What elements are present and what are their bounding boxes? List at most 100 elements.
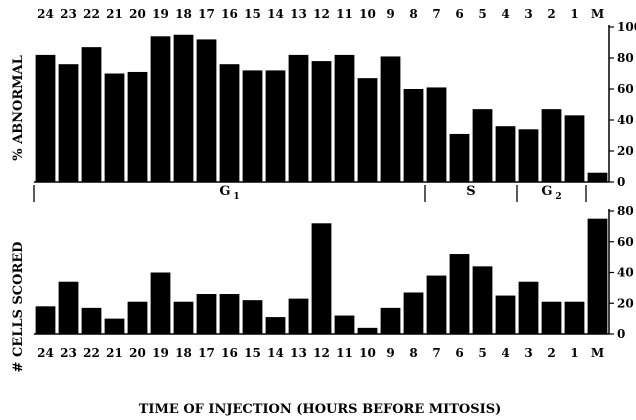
bar xyxy=(334,315,355,334)
x-tick-label: 12 xyxy=(313,7,330,21)
bar xyxy=(518,129,539,182)
bar xyxy=(288,54,309,182)
x-tick-label: 9 xyxy=(386,7,394,21)
y-tick-label: 80 xyxy=(617,51,634,65)
y-tick-label: 0 xyxy=(617,327,625,341)
x-tick-label: 4 xyxy=(501,346,509,360)
x-tick-label: 12 xyxy=(313,346,330,360)
bar xyxy=(58,281,79,334)
x-tick-label: 10 xyxy=(359,7,376,21)
y-tick-label: 20 xyxy=(617,144,634,158)
x-tick-label: 17 xyxy=(198,7,215,21)
bar xyxy=(127,71,148,182)
phase-subscript: 1 xyxy=(233,192,239,202)
x-tick-label: 24 xyxy=(37,7,54,21)
x-tick-label: 18 xyxy=(175,346,192,360)
x-tick-label: 18 xyxy=(175,7,192,21)
bar xyxy=(81,307,102,334)
abnormal-percentage-chart: 0204060801002423222120191817161514131211… xyxy=(34,7,636,189)
x-tick-label: M xyxy=(591,346,604,360)
bar xyxy=(242,70,263,182)
x-tick-label: 23 xyxy=(60,7,77,21)
bar xyxy=(35,306,56,334)
bar xyxy=(288,298,309,334)
bar xyxy=(311,61,332,182)
bar xyxy=(104,73,125,182)
bar xyxy=(518,281,539,334)
bar xyxy=(219,294,240,334)
x-tick-label: 1 xyxy=(570,7,578,21)
x-tick-label: 24 xyxy=(37,346,54,360)
bar xyxy=(196,294,217,334)
bar xyxy=(35,54,56,182)
x-tick-label: 21 xyxy=(106,7,123,21)
x-tick-label: 13 xyxy=(290,346,307,360)
x-tick-label: 23 xyxy=(60,346,77,360)
x-tick-label: 7 xyxy=(432,7,440,21)
bar xyxy=(449,254,470,334)
x-tick-label: 8 xyxy=(409,7,417,21)
x-tick-label: 8 xyxy=(409,346,417,360)
bar xyxy=(104,318,125,334)
bar xyxy=(541,109,562,182)
y-tick-label: 60 xyxy=(617,82,634,96)
bar xyxy=(265,70,286,182)
bar xyxy=(403,292,424,334)
bar xyxy=(311,223,332,334)
bar xyxy=(334,54,355,182)
y-axis-label-abnormal: % ABNORMAL xyxy=(11,55,26,161)
x-tick-label: M xyxy=(591,7,604,21)
bar xyxy=(495,295,516,334)
phase-name: G xyxy=(541,184,552,199)
y-tick-label: 40 xyxy=(617,113,634,127)
x-tick-label: 19 xyxy=(152,7,169,21)
x-tick-label: 5 xyxy=(478,346,486,360)
bar xyxy=(541,301,562,334)
y-tick-label: 20 xyxy=(617,296,634,310)
y-tick-label: 0 xyxy=(617,175,625,189)
x-tick-label: 2 xyxy=(547,7,555,21)
y-tick-label: 100 xyxy=(617,20,636,34)
x-tick-label: 3 xyxy=(524,346,532,360)
phase-subscript: 2 xyxy=(555,192,561,202)
bar xyxy=(357,78,378,182)
x-tick-label: 14 xyxy=(267,346,284,360)
bar xyxy=(472,266,493,334)
x-tick-label: 14 xyxy=(267,7,284,21)
bar xyxy=(173,301,194,334)
bar xyxy=(196,39,217,183)
x-tick-label: 16 xyxy=(221,7,238,21)
x-tick-label: 15 xyxy=(244,346,261,360)
x-tick-label: 11 xyxy=(336,7,353,21)
x-tick-label: 6 xyxy=(455,346,463,360)
bar xyxy=(426,87,447,182)
x-tick-label: 20 xyxy=(129,346,146,360)
x-tick-label: 22 xyxy=(83,7,100,21)
y-axis-label-cells-scored: # CELLS SCORED xyxy=(11,242,26,373)
bar xyxy=(495,126,516,182)
x-tick-label: 17 xyxy=(198,346,215,360)
x-tick-label: 7 xyxy=(432,346,440,360)
x-tick-label: 1 xyxy=(570,346,578,360)
bar xyxy=(265,317,286,334)
bar xyxy=(173,34,194,182)
phase-label: S xyxy=(466,184,475,199)
phase-name: S xyxy=(466,184,475,199)
x-tick-label: 13 xyxy=(290,7,307,21)
x-tick-label: 20 xyxy=(129,7,146,21)
bar xyxy=(150,36,171,182)
x-tick-label: 15 xyxy=(244,7,261,21)
bar xyxy=(58,64,79,182)
bar xyxy=(81,47,102,183)
x-tick-label: 16 xyxy=(221,346,238,360)
phase-name: G xyxy=(219,184,230,199)
x-tick-label: 21 xyxy=(106,346,123,360)
bar xyxy=(357,327,378,334)
x-tick-label: 11 xyxy=(336,346,353,360)
bar xyxy=(242,300,263,334)
